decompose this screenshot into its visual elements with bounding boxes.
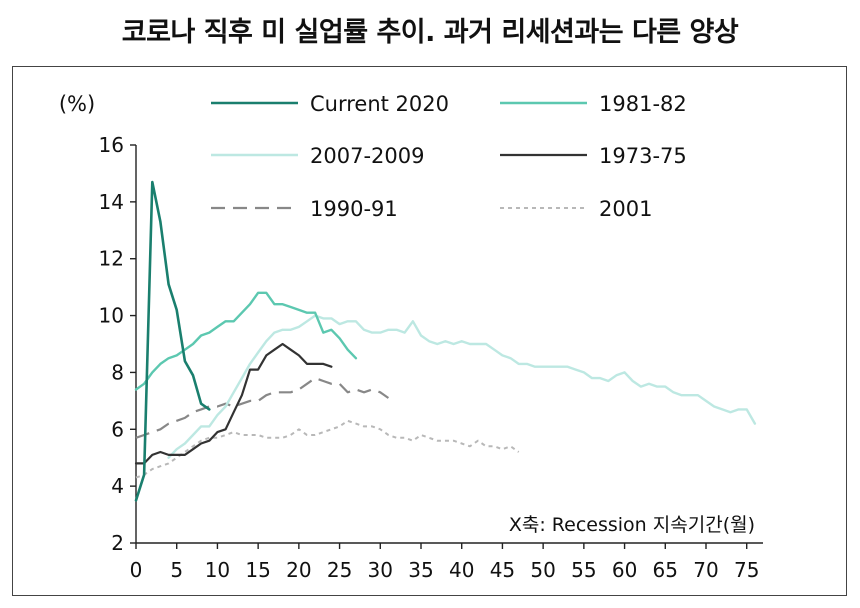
y-tick-label: 16 <box>99 133 124 157</box>
y-axis-label: (%) <box>59 92 95 116</box>
x-tick-label: 25 <box>327 558 352 582</box>
legend-label-2007-2009: 2007-2009 <box>310 144 424 168</box>
x-tick-label: 15 <box>245 558 270 582</box>
x-axis-note: X축: Recession 지속기간(월) <box>509 514 755 536</box>
legend-label-current-2020: Current 2020 <box>310 92 449 116</box>
legend-label-2001: 2001 <box>599 197 652 221</box>
y-tick-label: 12 <box>99 247 124 271</box>
y-tick-label: 4 <box>111 474 124 498</box>
x-tick-label: 60 <box>612 558 637 582</box>
x-tick-label: 45 <box>490 558 515 582</box>
chart-frame: 2 4 6 8 10 12 14 16 0 5 10 15 20 25 30 35 40 45 50 55 60 65 70… <box>12 66 847 596</box>
legend-label-1990-91: 1990-91 <box>310 197 398 221</box>
y-tick-label: 10 <box>99 304 124 328</box>
series-line-2001 <box>135 419 520 479</box>
x-tick-label: 40 <box>449 558 474 582</box>
x-tick-label: 5 <box>170 558 183 582</box>
x-tick-label: 30 <box>368 558 393 582</box>
x-tick-label: 55 <box>571 558 596 582</box>
series-line-1990-91 <box>135 377 390 439</box>
legend-label-1981-82: 1981-82 <box>599 92 687 116</box>
chart-title: 코로나 직후 미 실업률 추이. 과거 리세션과는 다른 양상 <box>121 17 739 48</box>
series-line-1981-82 <box>134 291 358 391</box>
x-tick-label: 50 <box>530 558 555 582</box>
series-line-current-2020 <box>134 180 211 502</box>
x-tick-label: 75 <box>734 558 759 582</box>
chart-legend: Current 2020 1981-82 2007-2009 1973-75 1990-… <box>211 92 687 221</box>
x-tick-label: 10 <box>205 558 230 582</box>
x-tick-label: 0 <box>130 558 143 582</box>
x-tick-label: 35 <box>408 558 433 582</box>
series-line-1973-75 <box>134 342 333 465</box>
x-tick-label: 20 <box>286 558 311 582</box>
line-chart: 2 4 6 8 10 12 14 16 0 5 10 15 20 25 30 35 40 45 50 55 60 65 70… <box>59 92 763 582</box>
x-tick-label: 65 <box>653 558 678 582</box>
chart-axes: 2 4 6 8 10 12 14 16 0 5 10 15 20 25 30 35 40 45 50 55 60 65 70… <box>99 133 763 582</box>
legend-label-1973-75: 1973-75 <box>599 144 687 168</box>
x-tick-label: 70 <box>693 558 718 582</box>
y-tick-label: 6 <box>111 417 124 441</box>
y-tick-label: 8 <box>111 360 124 384</box>
y-tick-label: 14 <box>99 190 124 214</box>
series-line-2007-2009 <box>167 314 757 459</box>
y-tick-label: 2 <box>111 531 124 555</box>
series-layer <box>134 180 757 502</box>
